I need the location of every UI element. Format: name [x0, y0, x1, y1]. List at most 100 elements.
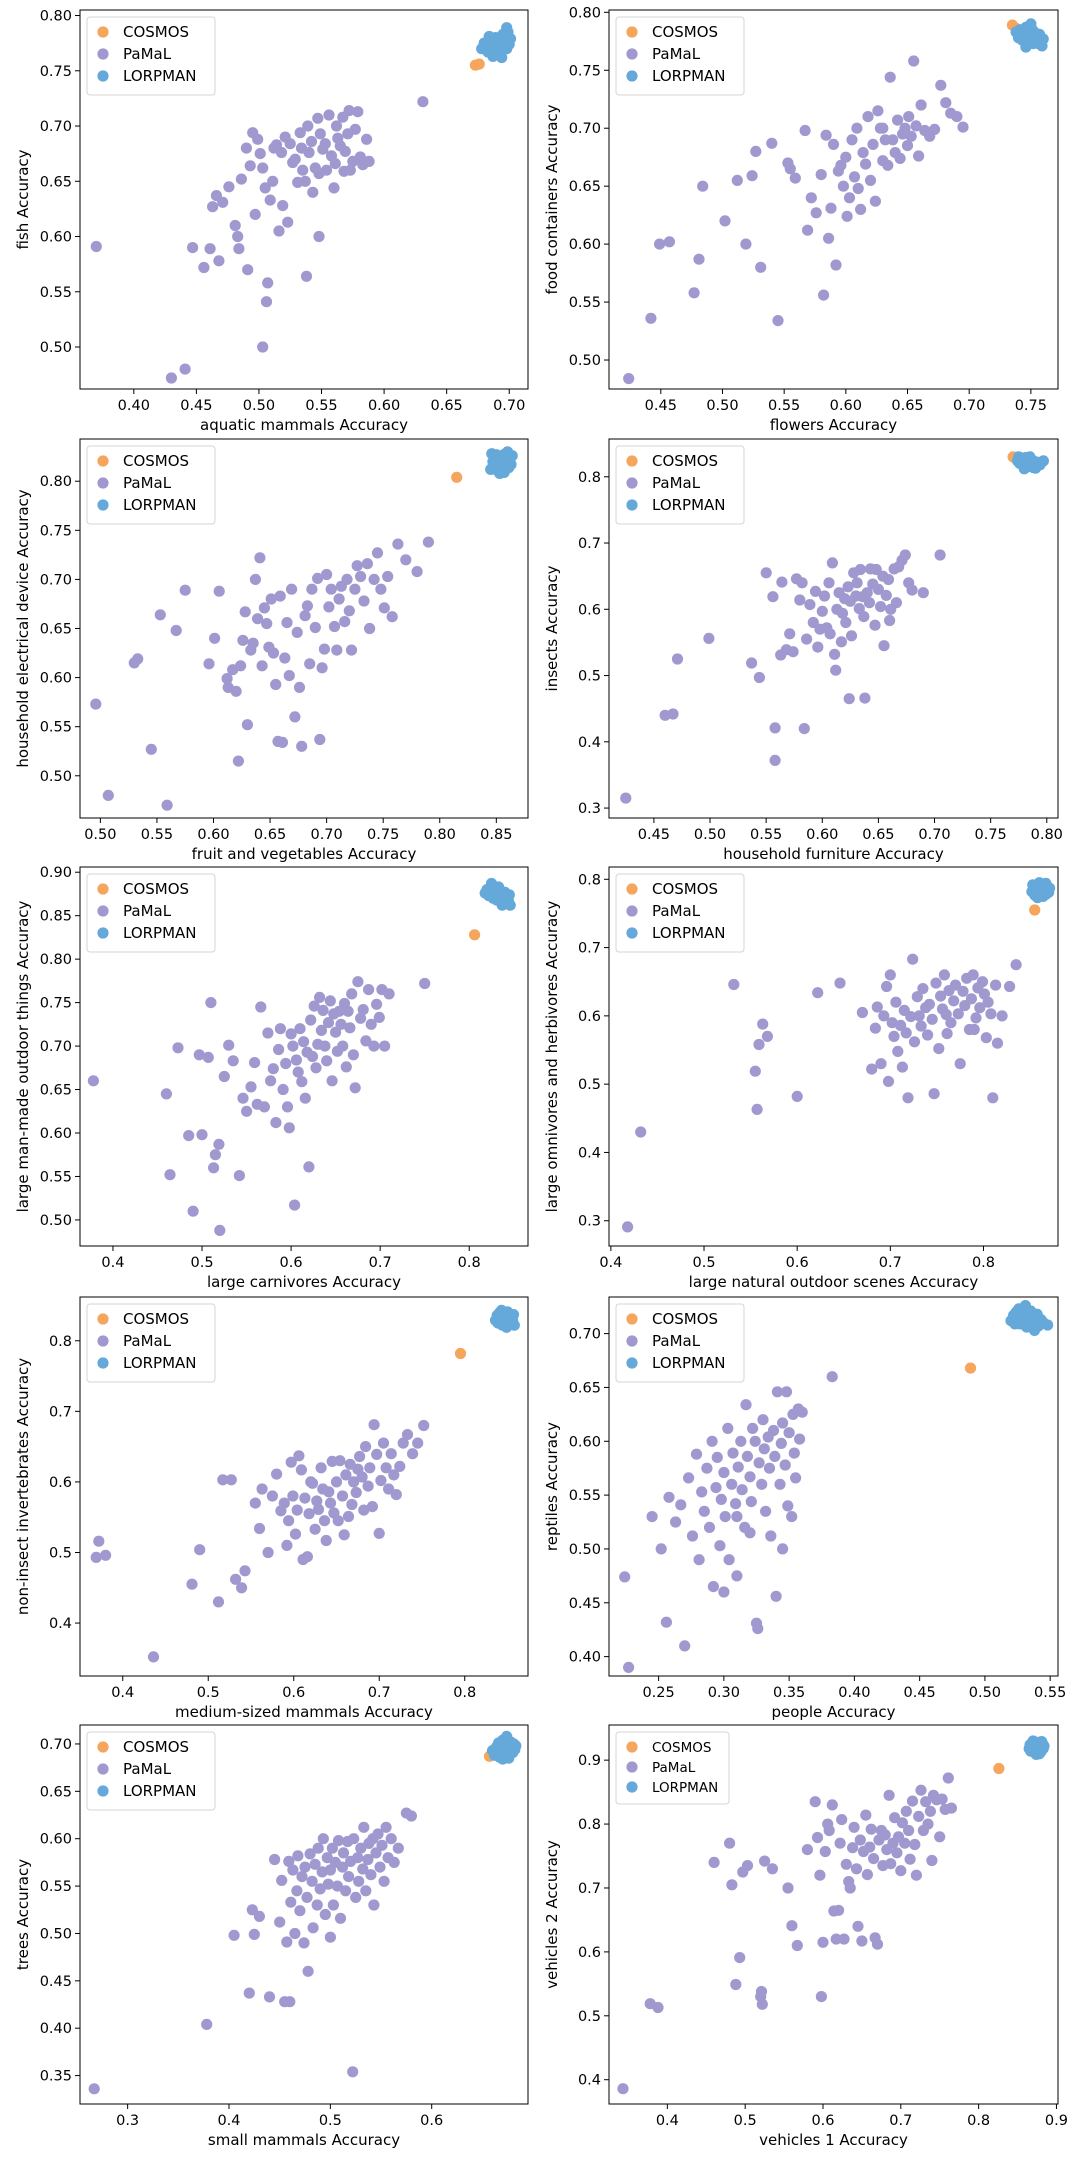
point-pamal [262, 1546, 274, 1559]
point-pamal [392, 538, 404, 550]
point-lorpman [498, 466, 510, 478]
point-pamal [834, 977, 846, 989]
point-pamal [774, 1478, 786, 1490]
chart-trees: 0.3 0.4 0.5 0.6 0.35 0.40 0.45 0.50 0.55 0.60 0.65… [14, 1724, 529, 2149]
point-pamal [780, 1386, 793, 1398]
point-pamal [187, 1205, 199, 1217]
point-pamal [823, 1824, 835, 1837]
x-tick-label: 0.5 [190, 1255, 213, 1271]
y-tick-label: 0.6 [49, 1475, 72, 1491]
legend-marker-lorpman [97, 70, 109, 82]
y-tick-label: 0.60 [569, 1434, 601, 1450]
point-pamal [896, 1817, 909, 1829]
legend-marker-cosmos [626, 26, 638, 38]
point-pamal [239, 606, 251, 618]
legend-label-lorpman: LORPMAN [123, 1782, 197, 1800]
point-pamal [776, 576, 788, 588]
y-tick-label: 0.35 [40, 2069, 72, 2085]
point-pamal [924, 1805, 937, 1817]
point-pamal [851, 577, 863, 589]
point-pamal [380, 1462, 392, 1474]
x-tick-label: 0.80 [1031, 827, 1063, 843]
point-pamal [374, 1861, 386, 1873]
legend-marker-lorpman [626, 1357, 638, 1369]
y-tick-label: 0.50 [40, 769, 72, 785]
axes-frame [79, 866, 529, 1247]
point-pamal [908, 1036, 921, 1048]
point-pamal [976, 976, 989, 988]
y-axis-label: reptiles Accuracy [543, 1422, 561, 1551]
point-pamal [344, 164, 356, 176]
y-tick-label: 0.50 [40, 1926, 72, 1942]
point-pamal [910, 120, 922, 132]
point-pamal [90, 698, 102, 710]
point-pamal [852, 1920, 864, 1932]
point-pamal [860, 1809, 872, 1821]
point-pamal [869, 1022, 882, 1034]
point-pamal [373, 1011, 385, 1024]
point-pamal [253, 1522, 266, 1535]
point-pamal [905, 1011, 917, 1023]
point-pamal [760, 1505, 772, 1517]
point-pamal [303, 146, 315, 159]
point-pamal [883, 1789, 895, 1801]
point-pamal [323, 109, 335, 121]
point-pamal [278, 1497, 290, 1509]
point-pamal [281, 1936, 293, 1948]
point-pamal [252, 613, 264, 625]
legend-label-lorpman: LORPMAN [123, 496, 197, 514]
point-pamal [358, 595, 370, 607]
point-pamal [911, 991, 923, 1003]
point-pamal [353, 1875, 365, 1887]
point-pamal [286, 583, 298, 595]
point-pamal [812, 641, 824, 653]
point-pamal [294, 127, 306, 139]
point-pamal [801, 633, 813, 645]
point-pamal [299, 1092, 311, 1104]
legend-marker-cosmos [97, 1313, 109, 1325]
point-pamal [906, 584, 918, 596]
point-pamal [884, 614, 896, 627]
point-pamal [291, 1885, 303, 1897]
legend-box [86, 1303, 216, 1383]
point-pamal [929, 123, 941, 135]
x-tick-label: 0.50 [84, 827, 116, 843]
point-pamal [334, 1455, 346, 1467]
point-pamal [233, 243, 245, 255]
point-pamal [871, 1001, 883, 1013]
point-pamal [312, 1503, 325, 1515]
point-pamal [775, 1437, 787, 1449]
point-pamal [291, 626, 303, 639]
point-pamal [394, 1460, 406, 1472]
point-pamal [279, 652, 291, 664]
x-tick-label: 0.55 [141, 827, 173, 843]
point-pamal [1004, 980, 1016, 993]
legend-label-lorpman: LORPMAN [652, 924, 726, 942]
point-pamal [752, 1623, 764, 1635]
point-pamal [301, 1891, 313, 1903]
point-pamal [360, 1035, 372, 1047]
chart-large-omnivores: 0.4 0.5 0.6 0.7 0.8 0.3 0.4 0.5 0.6 0.7 0.8 large n… [543, 866, 1059, 1291]
point-pamal [179, 363, 191, 375]
point-pamal [867, 138, 879, 150]
point-pamal [804, 599, 816, 611]
point-pamal [823, 232, 835, 244]
y-tick-label: 0.75 [40, 523, 72, 539]
point-pamal [132, 653, 144, 665]
point-lorpman [507, 1309, 520, 1321]
point-pamal [246, 1904, 258, 1916]
point-pamal [315, 1462, 327, 1474]
point-pamal [321, 568, 333, 581]
x-axis-label: people Accuracy [771, 1703, 895, 1721]
y-tick-label: 0.7 [49, 1404, 72, 1420]
point-pamal [277, 200, 289, 212]
point-pamal [866, 1063, 878, 1075]
point-lorpman [496, 899, 508, 911]
point-pamal [796, 1406, 808, 1418]
point-pamal [864, 1841, 876, 1853]
point-pamal [346, 1498, 358, 1511]
point-pamal [378, 1875, 390, 1887]
legend-label-cosmos: COSMOS [123, 1310, 189, 1328]
x-tick-label: 0.75 [1015, 398, 1047, 414]
x-tick-label: 0.6 [280, 1255, 303, 1271]
